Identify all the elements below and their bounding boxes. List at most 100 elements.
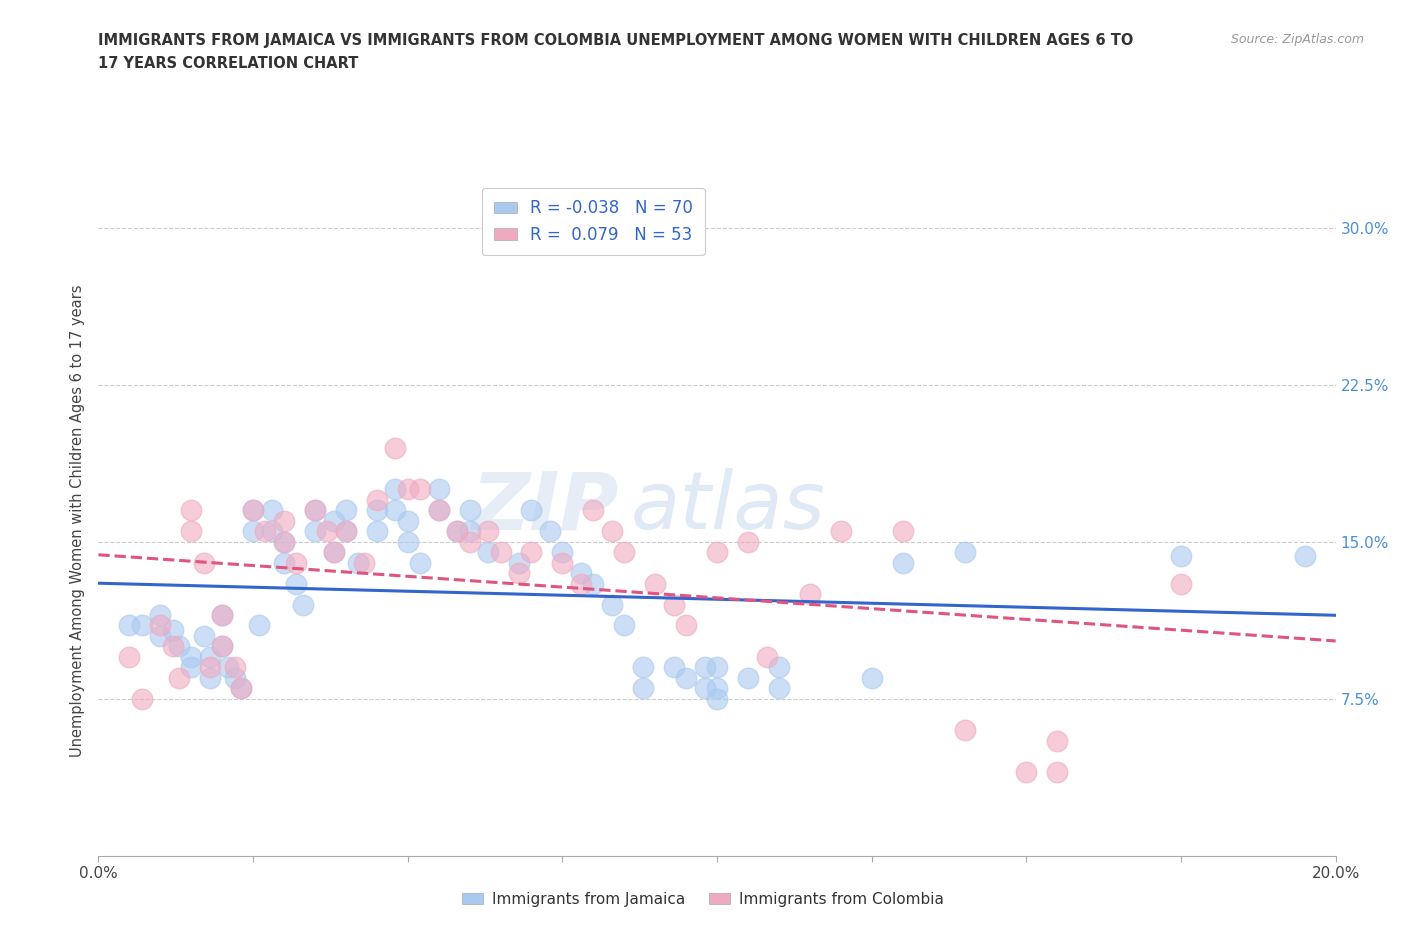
Point	[427, 482, 450, 497]
Point	[1170, 549, 1192, 564]
Point	[353, 555, 375, 570]
Legend: R = -0.038   N = 70, R =  0.079   N = 53: R = -0.038 N = 70, R = 0.079 N = 53	[482, 188, 704, 256]
Point	[737, 671, 759, 685]
Point	[520, 545, 543, 560]
Point	[644, 577, 666, 591]
Point	[538, 524, 561, 538]
Point	[953, 545, 976, 560]
Point	[149, 607, 172, 622]
Point	[675, 671, 697, 685]
Point	[427, 503, 450, 518]
Point	[273, 555, 295, 570]
Point	[217, 660, 239, 675]
Point	[211, 639, 233, 654]
Point	[335, 503, 357, 518]
Point	[409, 482, 432, 497]
Point	[180, 649, 202, 664]
Point	[582, 503, 605, 518]
Point	[489, 545, 512, 560]
Point	[167, 671, 190, 685]
Point	[508, 555, 530, 570]
Point	[180, 660, 202, 675]
Point	[335, 524, 357, 538]
Point	[131, 691, 153, 706]
Point	[384, 503, 406, 518]
Point	[409, 555, 432, 570]
Point	[254, 524, 277, 538]
Point	[662, 597, 685, 612]
Point	[427, 503, 450, 518]
Point	[768, 660, 790, 675]
Point	[211, 639, 233, 654]
Point	[1046, 733, 1069, 748]
Point	[600, 597, 623, 612]
Point	[229, 681, 252, 696]
Point	[508, 565, 530, 580]
Point	[198, 660, 221, 675]
Point	[458, 535, 481, 550]
Point	[322, 513, 344, 528]
Point	[242, 503, 264, 518]
Point	[693, 660, 716, 675]
Point	[247, 618, 270, 633]
Point	[211, 607, 233, 622]
Point	[631, 660, 654, 675]
Point	[1294, 549, 1316, 564]
Point	[613, 618, 636, 633]
Point	[335, 524, 357, 538]
Point	[260, 503, 283, 518]
Point	[211, 607, 233, 622]
Point	[193, 629, 215, 644]
Point	[891, 555, 914, 570]
Text: IMMIGRANTS FROM JAMAICA VS IMMIGRANTS FROM COLOMBIA UNEMPLOYMENT AMONG WOMEN WIT: IMMIGRANTS FROM JAMAICA VS IMMIGRANTS FR…	[98, 33, 1133, 47]
Point	[304, 503, 326, 518]
Point	[118, 649, 141, 664]
Point	[768, 681, 790, 696]
Point	[600, 524, 623, 538]
Point	[131, 618, 153, 633]
Point	[396, 482, 419, 497]
Point	[229, 681, 252, 696]
Text: ZIP: ZIP	[471, 469, 619, 547]
Point	[1170, 577, 1192, 591]
Point	[304, 524, 326, 538]
Point	[273, 535, 295, 550]
Point	[706, 545, 728, 560]
Point	[198, 649, 221, 664]
Point	[384, 482, 406, 497]
Point	[446, 524, 468, 538]
Point	[613, 545, 636, 560]
Point	[1046, 764, 1069, 779]
Point	[569, 577, 592, 591]
Legend: Immigrants from Jamaica, Immigrants from Colombia: Immigrants from Jamaica, Immigrants from…	[456, 886, 950, 913]
Point	[322, 545, 344, 560]
Point	[693, 681, 716, 696]
Point	[477, 524, 499, 538]
Text: Source: ZipAtlas.com: Source: ZipAtlas.com	[1230, 33, 1364, 46]
Point	[891, 524, 914, 538]
Point	[830, 524, 852, 538]
Point	[260, 524, 283, 538]
Point	[706, 660, 728, 675]
Point	[180, 503, 202, 518]
Point	[551, 545, 574, 560]
Point	[446, 524, 468, 538]
Point	[304, 503, 326, 518]
Point	[242, 503, 264, 518]
Point	[366, 524, 388, 538]
Point	[366, 503, 388, 518]
Point	[477, 545, 499, 560]
Point	[799, 587, 821, 602]
Point	[1015, 764, 1038, 779]
Point	[551, 555, 574, 570]
Point	[162, 639, 184, 654]
Point	[167, 639, 190, 654]
Point	[118, 618, 141, 633]
Point	[860, 671, 883, 685]
Point	[322, 545, 344, 560]
Point	[149, 629, 172, 644]
Point	[953, 723, 976, 737]
Point	[706, 691, 728, 706]
Point	[396, 513, 419, 528]
Point	[384, 440, 406, 455]
